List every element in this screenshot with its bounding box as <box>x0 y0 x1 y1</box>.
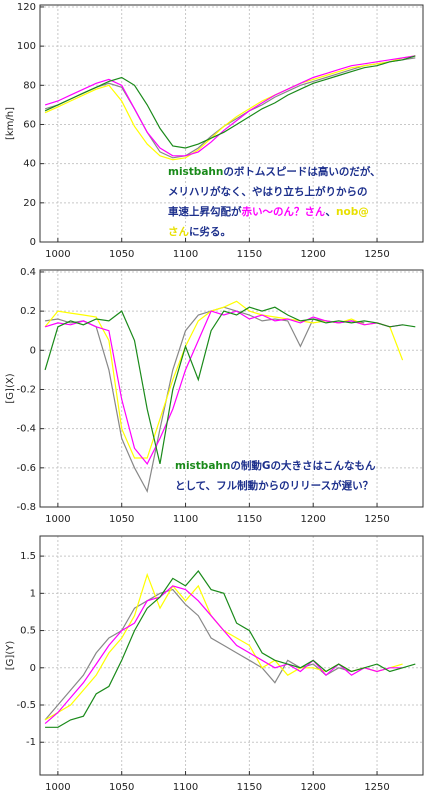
y-tick-label: 20 <box>23 198 36 209</box>
panel: 0 20 40 60 80 100 120 1000 1050 1100 1150 1200 1250 [… <box>5 2 424 260</box>
annotation-text: として、フル制動からのリリースが遅い？ <box>175 479 373 492</box>
y-tick-label: 1.5 <box>20 551 36 562</box>
y-tick-label: 0.5 <box>20 626 36 637</box>
x-tick-label: 1250 <box>364 514 389 525</box>
series-line <box>44 55 416 149</box>
annotation: さんに劣る。 <box>168 225 231 238</box>
plot-border <box>39 4 424 243</box>
y-tick-label: -0.8 <box>16 502 36 513</box>
x-tick-label: 1250 <box>364 782 389 793</box>
y-tick-label: 0 <box>30 345 36 356</box>
y-tick-label: 0.4 <box>20 267 36 278</box>
x-tick-label: 1200 <box>300 514 325 525</box>
y-tick-label: 1 <box>30 588 36 599</box>
y-tick-label: -0.5 <box>16 700 36 711</box>
x-tick-label: 1050 <box>109 782 134 793</box>
annotation-text: メリハリがなく、やはり立ち上がりからの <box>168 185 368 198</box>
y-tick-label: -0.4 <box>16 424 36 435</box>
plot-border <box>39 535 424 776</box>
y-tick-label: 0.2 <box>20 306 36 317</box>
series-line <box>44 57 416 159</box>
panel: -1 -0.5 0 0.5 1 1.5 1000 1050 1100 1150 1200 1250 [G… <box>5 535 424 793</box>
y-tick-label: 60 <box>23 119 36 130</box>
y-tick-label: 0 <box>30 663 36 674</box>
annotation-text: nob@ <box>336 206 369 218</box>
x-tick-label: 1000 <box>45 782 70 793</box>
y-tick-label: 80 <box>23 80 36 91</box>
series-line <box>44 55 416 161</box>
annotation-text: の制動Gの大きさはこんなもん <box>230 459 376 472</box>
y-tick-label: 0 <box>30 237 36 248</box>
x-tick-label: 1100 <box>173 782 198 793</box>
annotation-text: 赤い～のん？さん <box>242 205 326 218</box>
annotation-text: 車速上昇勾配が <box>168 205 242 218</box>
panel: -0.8 -0.6 -0.4 -0.2 0 0.2 0.4 1000 1050 1100 1150 1… <box>5 267 424 525</box>
y-tick-label: -1 <box>26 737 36 748</box>
plot-area <box>40 5 423 242</box>
annotation-text: mistbahn <box>175 460 230 472</box>
x-tick-label: 1000 <box>45 249 70 260</box>
series-line <box>44 306 416 465</box>
x-tick-label: 1100 <box>173 249 198 260</box>
x-tick-label: 1150 <box>237 782 262 793</box>
y-tick-label: 40 <box>23 159 36 170</box>
x-tick-label: 1200 <box>300 782 325 793</box>
annotation-text: に劣る。 <box>189 225 231 238</box>
x-tick-label: 1200 <box>300 249 325 260</box>
y-axis-label: [G](Y) <box>5 641 16 671</box>
series-line <box>44 55 416 157</box>
series-line <box>44 585 403 725</box>
y-tick-label: 120 <box>17 2 36 13</box>
y-tick-label: -0.2 <box>16 384 36 395</box>
annotation: mistbahnの制動Gの大きさはこんなもん <box>175 459 376 472</box>
annotation-text: 、 <box>326 206 337 218</box>
annotation-text: mistbahn <box>168 166 223 178</box>
annotation: メリハリがなく、やはり立ち上がりからの <box>168 185 368 198</box>
annotation: として、フル制動からのリリースが遅い？ <box>175 479 373 492</box>
annotation: mistbahnのボトムスピードは高いのだが、 <box>168 165 381 178</box>
series-line <box>45 306 365 494</box>
y-axis-label: [G](X) <box>5 373 16 403</box>
x-tick-label: 1000 <box>45 514 70 525</box>
y-axis-label: [km/h] <box>5 107 16 140</box>
series-line <box>45 570 416 728</box>
y-tick-label: -0.6 <box>16 463 36 474</box>
x-tick-label: 1150 <box>237 514 262 525</box>
annotation: 車速上昇勾配が赤い～のん？さん、nob@ <box>168 205 369 218</box>
x-tick-label: 1250 <box>364 249 389 260</box>
annotation-text: のボトムスピードは高いのだが、 <box>223 165 380 178</box>
annotation-text: さん <box>168 226 189 238</box>
x-tick-label: 1150 <box>237 249 262 260</box>
x-tick-label: 1050 <box>109 249 134 260</box>
y-tick-label: 100 <box>17 41 36 52</box>
x-tick-label: 1100 <box>173 514 198 525</box>
x-tick-label: 1050 <box>109 514 134 525</box>
plot-area <box>40 536 423 775</box>
plot-border <box>39 269 424 508</box>
series-line <box>44 310 403 466</box>
